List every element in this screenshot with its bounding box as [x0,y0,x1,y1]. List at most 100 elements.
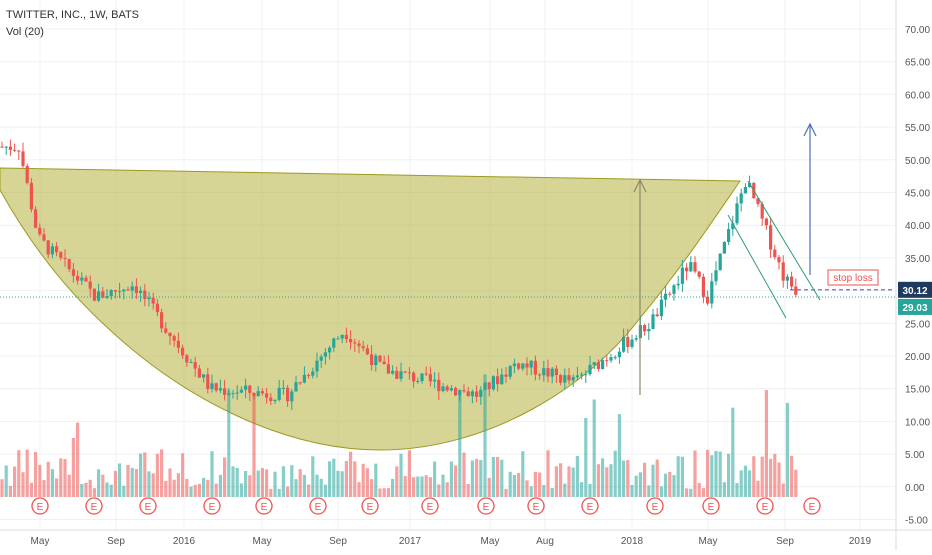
candle-body [777,257,781,263]
volume-bar [508,471,512,497]
candle-body [550,368,554,377]
candle-body [609,357,613,361]
earnings-marker-label: E [652,502,659,513]
volume-bar [689,488,693,497]
candle-body [403,371,407,373]
candle-body [588,364,592,375]
candle-body [462,390,466,392]
candle-body [483,382,487,390]
volume-bar [227,390,231,497]
volume-bar [580,482,584,497]
volume-bar [672,475,676,497]
volume-bar [382,488,386,497]
volume-bar [714,450,718,497]
earnings-marker-icon [309,497,327,515]
volume-bar [785,402,789,497]
candle-body [46,240,50,255]
x-tick-label: May [699,536,718,547]
candle-body [790,276,794,287]
volume-bar [647,485,651,497]
candle-body [248,385,252,393]
candle-body [88,281,92,289]
candle-body [441,386,445,392]
volume-bar [139,453,143,497]
cup-pattern [0,167,741,451]
volume-bar [349,451,353,497]
candles [0,139,798,411]
candle-body [290,391,294,402]
candle-body [693,262,697,272]
volume-indicator-label: Vol (20) [6,26,44,38]
candle-body [164,328,168,333]
candle-body [743,187,747,194]
volume-bar [8,485,12,497]
volume-bar [92,488,96,497]
volume-bar [248,475,252,497]
volume-bar [386,488,390,497]
volume-bar [722,482,726,497]
candle-body [538,374,542,376]
candle-body [508,366,512,377]
candle-body [126,289,130,291]
stop-loss-box [827,269,879,286]
candle-body [491,376,495,390]
y-tick-label: 35.00 [905,254,930,265]
candle-body [269,397,273,402]
volume-bar [59,458,63,497]
earnings-marker-label: E [37,502,44,513]
volume-bar [605,467,609,497]
volume-bar [235,467,239,497]
channel-upper-line [747,180,821,301]
volume-bar [752,456,756,497]
candle-body [680,267,684,284]
earnings-marker-icon [85,497,103,515]
volume-bar [403,475,407,497]
candle-body [475,391,479,397]
candle-body [626,336,630,347]
candle-body [244,385,248,390]
candle-body [580,374,584,376]
volume-bar [319,478,323,497]
volume-bar [4,465,8,497]
x-tick-label: May [481,536,500,547]
volume-bar [651,464,655,497]
volume-bar [517,473,521,497]
earnings-marker-icon [646,497,664,515]
volume-bar [84,482,88,497]
x-tick-label: Sep [329,536,347,547]
candle-body [584,374,588,376]
volume-bar [113,470,117,497]
earnings-marker-label: E [762,502,769,513]
volume-bar [760,456,764,497]
volume-bar [685,488,689,497]
volume-bar [617,414,621,497]
candle-body [739,193,743,204]
volume-bar [193,484,197,497]
volume-bar [538,472,542,497]
volume-bar [412,477,416,497]
candle-body [689,262,693,272]
earnings-marker-label: E [427,502,434,513]
volume-bar [693,450,697,497]
candle-body [496,376,500,385]
y-tick-label: 55.00 [905,123,930,134]
x-tick-label: May [31,536,50,547]
volume-bar [168,468,172,497]
earnings-marker-icon [527,497,545,515]
candle-body [101,291,105,298]
volume-bar [323,484,327,497]
volume-bar [676,456,680,497]
candle-body [533,360,537,375]
volume-bar [315,474,319,497]
candle-body [109,290,113,297]
volume-bar [391,478,395,497]
candle-body [437,379,441,392]
volume-bar [559,463,563,497]
volume-bar [374,463,378,497]
volume-bar [34,451,38,497]
volume-bar [781,483,785,497]
volume-bar [521,451,525,497]
volume-bar [470,460,474,497]
volume-bar [332,458,336,497]
